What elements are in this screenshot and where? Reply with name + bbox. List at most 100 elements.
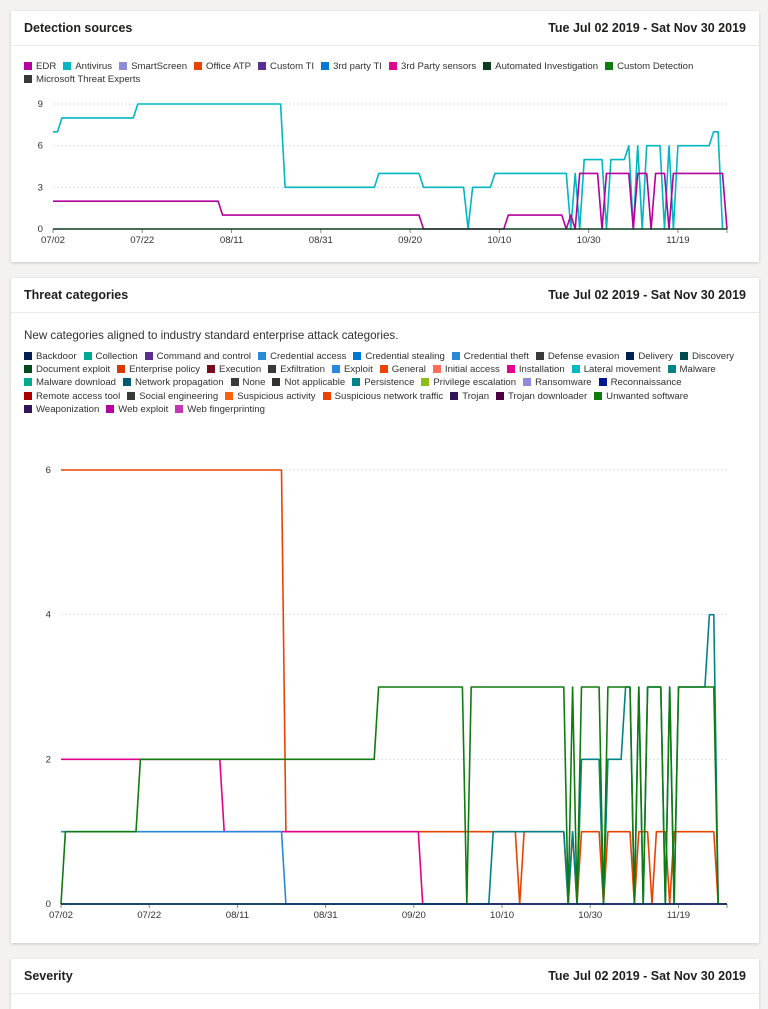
- x-tick-label: 07/02: [41, 235, 65, 246]
- legend-swatch: [506, 365, 515, 374]
- legend-swatch: [230, 378, 239, 387]
- series-line-unwanted-software[interactable]: [60, 686, 719, 905]
- legend-item[interactable]: Malware: [667, 363, 716, 376]
- legend-item[interactable]: Exploit: [331, 363, 373, 376]
- legend-item[interactable]: Suspicious activity: [225, 390, 316, 403]
- series-line-edr[interactable]: [53, 172, 728, 230]
- chart-legend: EDR Antivirus SmartScreen Office ATP Custom …: [11, 46, 742, 86]
- legend-item[interactable]: EDR: [24, 60, 56, 73]
- legend-label: Trojan: [462, 390, 490, 402]
- card-title: Threat categories: [24, 288, 129, 302]
- x-tick-label: 10/10: [487, 235, 511, 246]
- legend-item[interactable]: Custom Detection: [605, 60, 693, 73]
- legend-item[interactable]: Enterprise policy: [117, 363, 200, 376]
- legend-label: Automated Investigation: [495, 61, 599, 72]
- legend-item[interactable]: Automated Investigation: [483, 60, 598, 73]
- legend-item[interactable]: Initial access: [432, 363, 500, 376]
- x-tick-label: 10/30: [578, 910, 602, 921]
- legend-item[interactable]: Custom TI: [258, 60, 314, 73]
- legend-item[interactable]: Credential access: [258, 350, 346, 363]
- legend-swatch: [117, 365, 126, 374]
- legend-item[interactable]: Document exploit: [24, 363, 110, 376]
- legend-item[interactable]: Weaponization: [24, 403, 99, 416]
- legend-label: Antivirus: [75, 61, 113, 72]
- legend-item[interactable]: Command and control: [144, 350, 251, 363]
- legend-item[interactable]: Web fingerprinting: [175, 403, 265, 416]
- legend-item[interactable]: Discovery: [679, 350, 734, 363]
- legend-label: 3rd Party sensors: [400, 61, 477, 72]
- severity-card: Severity Tue Jul 02 2019 - Sat Nov 30 20…: [11, 959, 759, 1009]
- legend-item[interactable]: Lateral movement: [571, 363, 661, 376]
- legend-swatch: [594, 391, 603, 400]
- legend-item[interactable]: Malware download: [24, 376, 116, 389]
- legend-swatch: [24, 378, 32, 387]
- legend-item[interactable]: SmartScreen: [119, 60, 187, 73]
- legend-label: None: [242, 377, 266, 389]
- legend-label: Trojan downloader: [508, 390, 588, 402]
- card-title: Detection sources: [24, 21, 133, 35]
- legend-label: Credential access: [270, 351, 347, 362]
- legend-item[interactable]: Remote access tool: [24, 390, 120, 403]
- legend-label: Social engineering: [139, 390, 219, 402]
- legend-label: Enterprise policy: [129, 364, 201, 376]
- legend-swatch: [83, 352, 92, 360]
- legend-item[interactable]: Execution: [207, 363, 261, 376]
- legend-item[interactable]: Unwanted software: [594, 390, 688, 403]
- legend-item[interactable]: 3rd Party sensors: [388, 60, 477, 73]
- legend-label: Web fingerprinting: [187, 403, 265, 415]
- x-tick-label: 09/20: [402, 910, 426, 921]
- legend-item[interactable]: Social engineering: [127, 390, 218, 403]
- legend-item[interactable]: Delivery: [626, 350, 673, 363]
- legend-item[interactable]: Ransomware: [523, 376, 592, 389]
- legend-swatch: [63, 62, 72, 70]
- legend-item[interactable]: Trojan downloader: [496, 390, 587, 403]
- legend-item[interactable]: General: [379, 363, 426, 376]
- x-tick-label: 11/19: [666, 235, 689, 246]
- legend-swatch: [258, 352, 267, 360]
- legend-item[interactable]: Trojan: [450, 390, 489, 403]
- legend-swatch: [379, 365, 388, 374]
- legend-swatch: [207, 365, 216, 374]
- legend-item[interactable]: Credential stealing: [353, 350, 445, 363]
- chart-description: New categories aligned to industry stand…: [24, 329, 399, 342]
- legend-label: Defense evasion: [547, 351, 620, 362]
- legend-item[interactable]: Backdoor: [24, 350, 77, 363]
- y-tick-label: 3: [38, 182, 43, 193]
- detection-sources-chart: 0 3 6 9 07/02 07/22 08/11 08/31 09/20 10/10 10/30 1…: [38, 99, 728, 246]
- legend-item[interactable]: Reconnaissance: [598, 376, 682, 389]
- legend-label: Remote access tool: [36, 390, 121, 402]
- legend-item[interactable]: Installation: [506, 363, 565, 376]
- legend-label: Unwanted software: [606, 390, 689, 402]
- legend-item[interactable]: Web exploit: [106, 403, 168, 416]
- threat-categories-chart: 0 2 4 6 07/02 07/22 08/11 08/31 09/20 10/10 10/30 1…: [46, 465, 728, 921]
- legend-item[interactable]: Network propagation: [123, 376, 224, 389]
- legend-label: Credential stealing: [365, 351, 445, 362]
- legend-label: Credential theft: [463, 351, 529, 362]
- x-tick-label: 09/20: [398, 235, 422, 246]
- legend-item[interactable]: Suspicious network traffic: [322, 390, 443, 403]
- legend-swatch: [24, 75, 32, 84]
- legend-label: General: [391, 364, 426, 376]
- legend-item[interactable]: Antivirus: [63, 60, 112, 73]
- legend-item[interactable]: 3rd party TI: [321, 60, 382, 73]
- legend-item[interactable]: Microsoft Threat Experts: [24, 73, 140, 86]
- series-line-credential-access[interactable]: [61, 830, 727, 905]
- legend-swatch: [679, 352, 688, 360]
- legend-item[interactable]: Privilege escalation: [421, 376, 516, 389]
- legend-item[interactable]: Not applicable: [272, 376, 345, 389]
- legend-swatch: [598, 378, 607, 387]
- legend-item[interactable]: Credential theft: [451, 350, 529, 363]
- legend-item[interactable]: Office ATP: [194, 60, 251, 73]
- legend-item[interactable]: Defense evasion: [535, 350, 620, 363]
- x-tick-label: 11/19: [667, 910, 690, 921]
- legend-swatch: [258, 62, 267, 70]
- legend-swatch: [175, 404, 184, 413]
- legend-swatch: [571, 365, 580, 374]
- legend-swatch: [119, 62, 128, 70]
- legend-item[interactable]: Exfiltration: [268, 363, 325, 376]
- legend-item[interactable]: None: [230, 376, 266, 389]
- series-line-antivirus[interactable]: [53, 103, 724, 230]
- legend-item[interactable]: Collection: [83, 350, 138, 363]
- legend-swatch: [225, 391, 234, 400]
- legend-item[interactable]: Persistence: [352, 376, 414, 389]
